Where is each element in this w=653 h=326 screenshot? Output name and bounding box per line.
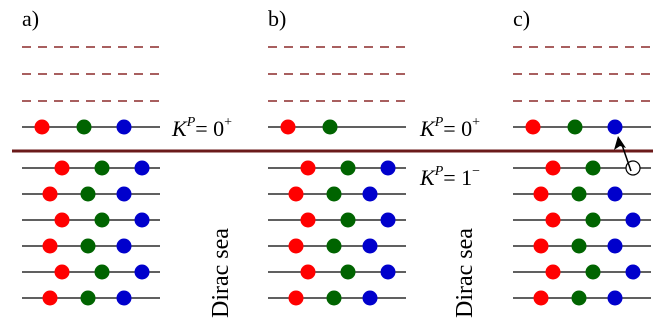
green-quark bbox=[585, 264, 601, 280]
blue-quark bbox=[134, 264, 150, 280]
kp-label-upper-b: KP= 0+ bbox=[419, 115, 480, 141]
red-quark bbox=[525, 119, 541, 135]
blue-quark bbox=[134, 212, 150, 228]
red-quark bbox=[533, 290, 549, 306]
panel-label-b: b) bbox=[268, 6, 286, 31]
levels-group bbox=[22, 46, 651, 306]
blue-quark bbox=[134, 160, 150, 176]
blue-quark bbox=[625, 264, 641, 280]
kp-label-lower-b: KP= 1− bbox=[419, 164, 480, 190]
red-quark bbox=[533, 186, 549, 202]
red-quark bbox=[280, 119, 296, 135]
blue-quark bbox=[380, 212, 396, 228]
red-quark bbox=[42, 290, 58, 306]
dirac-sea-label-2: Dirac sea bbox=[452, 228, 478, 318]
green-quark bbox=[585, 160, 601, 176]
green-quark bbox=[76, 119, 92, 135]
blue-quark bbox=[607, 238, 623, 254]
green-quark bbox=[94, 160, 110, 176]
green-quark bbox=[571, 238, 587, 254]
red-quark bbox=[288, 238, 304, 254]
arrow-head-icon bbox=[614, 136, 626, 150]
green-quark bbox=[571, 186, 587, 202]
red-quark bbox=[42, 186, 58, 202]
green-quark bbox=[94, 212, 110, 228]
blue-quark bbox=[116, 290, 132, 306]
red-quark bbox=[533, 238, 549, 254]
dirac-sea-label-1: Dirac sea bbox=[208, 228, 234, 318]
red-quark bbox=[54, 264, 70, 280]
green-quark bbox=[326, 238, 342, 254]
green-quark bbox=[94, 264, 110, 280]
blue-quark bbox=[362, 290, 378, 306]
green-quark bbox=[585, 212, 601, 228]
green-quark bbox=[326, 186, 342, 202]
blue-quark bbox=[607, 119, 623, 135]
green-quark bbox=[567, 119, 583, 135]
blue-quark bbox=[380, 160, 396, 176]
red-quark bbox=[545, 212, 561, 228]
blue-quark bbox=[116, 119, 132, 135]
red-quark bbox=[288, 186, 304, 202]
red-quark bbox=[54, 160, 70, 176]
green-quark bbox=[80, 238, 96, 254]
green-quark bbox=[326, 290, 342, 306]
blue-quark bbox=[607, 290, 623, 306]
green-quark bbox=[340, 264, 356, 280]
red-quark bbox=[300, 160, 316, 176]
red-quark bbox=[42, 238, 58, 254]
green-quark bbox=[80, 186, 96, 202]
red-quark bbox=[545, 264, 561, 280]
blue-quark bbox=[116, 238, 132, 254]
blue-quark bbox=[380, 264, 396, 280]
red-quark bbox=[300, 212, 316, 228]
blue-quark bbox=[362, 238, 378, 254]
panel-label-a: a) bbox=[22, 6, 39, 31]
red-quark bbox=[288, 290, 304, 306]
excitation-arrow bbox=[614, 136, 632, 172]
green-quark bbox=[322, 119, 338, 135]
panel-label-c: c) bbox=[513, 6, 530, 31]
kp-label-upper-a: KP= 0+ bbox=[171, 115, 232, 141]
blue-quark bbox=[625, 212, 641, 228]
red-quark bbox=[300, 264, 316, 280]
red-quark bbox=[54, 212, 70, 228]
green-quark bbox=[340, 212, 356, 228]
red-quark bbox=[34, 119, 50, 135]
red-quark bbox=[545, 160, 561, 176]
green-quark bbox=[80, 290, 96, 306]
green-quark bbox=[571, 290, 587, 306]
blue-quark bbox=[607, 186, 623, 202]
blue-quark bbox=[116, 186, 132, 202]
blue-quark bbox=[362, 186, 378, 202]
green-quark bbox=[340, 160, 356, 176]
